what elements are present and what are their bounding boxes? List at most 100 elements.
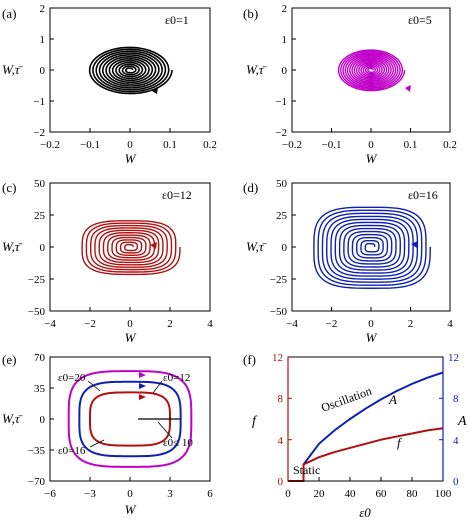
tick-label: 4 bbox=[447, 318, 453, 330]
tick-label: 4 bbox=[207, 318, 213, 330]
panel-c-annotation: ε0=12 bbox=[162, 188, 192, 202]
tick-label: −2 bbox=[84, 318, 96, 330]
tick-label: 0.2 bbox=[203, 139, 217, 151]
y-axis-label-left: f bbox=[252, 414, 258, 429]
tick-label: 1 bbox=[40, 34, 46, 46]
tick-label: 0 bbox=[368, 139, 374, 151]
panel-e-label: (e) bbox=[2, 352, 16, 367]
tick-label: 0 bbox=[127, 488, 133, 500]
tick-label: 0 bbox=[282, 65, 288, 77]
y-axis-label: W,τ̄ bbox=[2, 62, 24, 77]
spiral-trajectory-d bbox=[313, 206, 431, 289]
x-axis-label: W bbox=[366, 330, 378, 345]
tick-label: 25 bbox=[34, 210, 46, 222]
tick-label: −25 bbox=[28, 274, 46, 286]
tick-label: 2 bbox=[40, 3, 46, 15]
y-axis-label: W,τ̄ bbox=[2, 239, 24, 254]
tick-label: −50 bbox=[270, 306, 288, 318]
tick-label: −0.1 bbox=[80, 139, 100, 151]
tick-label: −70 bbox=[28, 476, 46, 488]
x-axis-label: W bbox=[125, 330, 137, 345]
cycle-arrow-red bbox=[139, 394, 146, 400]
spiral-line-c bbox=[81, 220, 181, 276]
panel-a-yticks: 2 1 0 −1 −2 bbox=[33, 3, 54, 139]
tick-label: 50 bbox=[34, 178, 46, 190]
tick-label: 100 bbox=[435, 488, 452, 500]
label-pointer bbox=[89, 439, 105, 448]
panel-a-annotation: ε0=1 bbox=[165, 13, 189, 27]
limit-cycle-1 bbox=[78, 380, 182, 458]
limit-cycle-2 bbox=[89, 391, 171, 447]
curve-label: ε0=16 bbox=[58, 445, 86, 457]
panel-e: (e) ε0=20 ε0=12 ε0=16 ε0≤ 10 70 35 0 −35… bbox=[2, 352, 213, 517]
tick-label: 80 bbox=[407, 488, 419, 500]
curve-label: ε0=20 bbox=[58, 372, 86, 384]
tick-label: 0 bbox=[285, 488, 291, 500]
panel-f-xticks: 0 20 40 60 80 100 bbox=[285, 477, 452, 500]
panel-d-annotation: ε0=16 bbox=[408, 188, 438, 202]
spiral-line-b bbox=[337, 49, 406, 92]
panel-d-label: (d) bbox=[243, 180, 258, 195]
limit-cycle-0 bbox=[67, 370, 193, 468]
panel-f-right-ticks: 12 8 4 0 bbox=[439, 352, 459, 488]
tick-label: −1 bbox=[33, 96, 45, 108]
trajectory-arrow-d bbox=[411, 241, 418, 248]
panel-c-xticks: −4 −2 0 2 4 bbox=[44, 307, 213, 330]
tick-label: 0 bbox=[127, 318, 133, 330]
y-axis-label: W,τ̄ bbox=[246, 239, 268, 254]
tick-label: −4 bbox=[286, 318, 298, 330]
panel-b-annotation: ε0=5 bbox=[408, 13, 432, 27]
tick-label: −0.2 bbox=[40, 139, 60, 151]
tick-label: 4 bbox=[278, 435, 284, 447]
panel-a-plot bbox=[88, 46, 173, 95]
tick-label: 0 bbox=[40, 242, 46, 254]
tick-label: −6 bbox=[44, 488, 56, 500]
x-axis-label: W bbox=[125, 151, 137, 166]
curve-label-A: A bbox=[388, 392, 397, 407]
tick-label: 0 bbox=[40, 65, 46, 77]
label-pointer bbox=[87, 380, 101, 392]
tick-label: −1 bbox=[275, 96, 287, 108]
panel-c-yticks: 50 25 0 −25 −50 bbox=[28, 178, 54, 318]
tick-label: 8 bbox=[278, 393, 284, 405]
panel-c-plot bbox=[81, 220, 181, 276]
panel-d-plot bbox=[313, 206, 431, 289]
panel-f: (f) 12 8 4 0 12 8 4 0 0 20 40 60 80 100 bbox=[243, 352, 467, 520]
tick-label: 12 bbox=[272, 352, 283, 364]
tick-label: 0 bbox=[453, 476, 459, 488]
spiral-line-a bbox=[88, 46, 173, 95]
tick-label: −4 bbox=[44, 318, 56, 330]
tick-label: 0 bbox=[368, 318, 374, 330]
trajectory-arrow-a bbox=[152, 87, 158, 94]
tick-label: −25 bbox=[270, 274, 288, 286]
panel-f-left-ticks: 12 8 4 0 bbox=[272, 352, 292, 488]
tick-label: 3 bbox=[167, 488, 173, 500]
tick-label: 2 bbox=[282, 3, 288, 15]
panel-c: (c) ε0=12 50 25 0 −25 −50 −4 −2 0 2 4 W … bbox=[2, 178, 213, 345]
curve-label: ε0≤ 10 bbox=[163, 437, 193, 449]
tick-label: 6 bbox=[207, 488, 213, 500]
tick-label: −2 bbox=[275, 127, 287, 139]
panel-d-xticks: −4 −2 0 2 4 bbox=[286, 307, 453, 330]
panel-b-label: (b) bbox=[243, 6, 258, 21]
trajectory-arrow-c bbox=[150, 242, 157, 249]
spiral-line-d bbox=[313, 206, 431, 289]
tick-label: 1 bbox=[282, 34, 288, 46]
panel-d-yticks: 50 25 0 −25 −50 bbox=[270, 178, 296, 318]
spiral-trajectory-c bbox=[81, 220, 181, 276]
tick-label: 0.1 bbox=[163, 139, 177, 151]
y-axis-label: W,τ̄ bbox=[2, 411, 24, 426]
panel-b-yticks: 2 1 0 −1 −2 bbox=[275, 3, 296, 139]
tick-label: 60 bbox=[376, 488, 388, 500]
panel-b: (b) ε0=5 2 1 0 −1 −2 −0.2 −0.1 0 0.1 0.2… bbox=[243, 3, 457, 166]
y-axis-label: W,τ̄ bbox=[246, 62, 268, 77]
curve-label: ε0=12 bbox=[163, 372, 190, 384]
panel-a-xticks: −0.2 −0.1 0 0.1 0.2 bbox=[40, 128, 217, 151]
tick-label: 25 bbox=[276, 210, 288, 222]
tick-label: 2 bbox=[167, 318, 173, 330]
cycle-arrow-blue bbox=[139, 383, 146, 389]
x-axis-label: W bbox=[125, 502, 137, 517]
panel-c-label: (c) bbox=[2, 180, 16, 195]
panel-c-frame bbox=[49, 182, 211, 312]
